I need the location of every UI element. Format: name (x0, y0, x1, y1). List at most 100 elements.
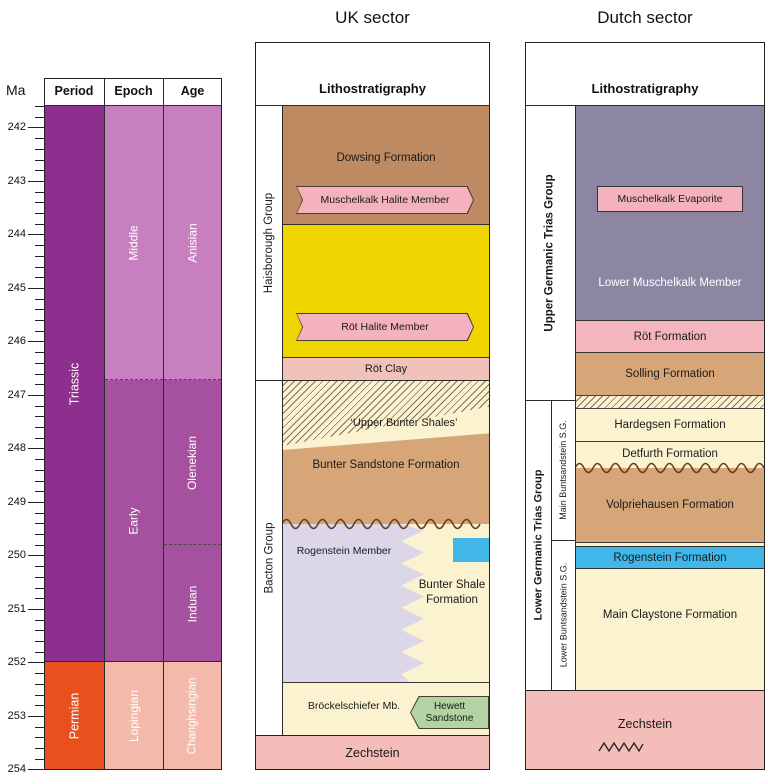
axis-tick-label: 242 (7, 121, 26, 133)
axis-major-tick (28, 180, 44, 182)
uk-litho-header: Lithostratigraphy (319, 81, 426, 96)
rot-halite-member-label: Röt Halite Member (297, 314, 473, 340)
hewett-sandstone-label: Hewett Sandstone (411, 697, 488, 728)
axis-minor-tick (35, 405, 44, 407)
main-claystone-formation-label: Main Claystone Formation (602, 609, 738, 621)
axis-minor-tick (35, 202, 44, 204)
axis-minor-tick (35, 758, 44, 760)
age-olenekian: Olenekian (164, 380, 221, 545)
axis-minor-tick (35, 641, 44, 643)
axis-minor-tick (35, 106, 44, 108)
triassic-permian-boundary-line (44, 661, 222, 662)
axis-minor-tick (35, 523, 44, 525)
blue-sandstone-lens (453, 538, 489, 562)
rogenstein-member-label: Rogenstein Member (296, 545, 392, 557)
axis-minor-tick (35, 416, 44, 418)
boundary-line (525, 105, 765, 106)
axis-minor-tick (35, 694, 44, 696)
dashed-boundary-line (164, 379, 221, 380)
group-boundary-line (525, 400, 575, 401)
axis-minor-tick (35, 362, 44, 364)
axis-minor-tick (35, 277, 44, 279)
lower-muschelkalk-member-label: Lower Muschelkalk Member (598, 277, 742, 289)
axis-minor-tick (35, 170, 44, 172)
axis-minor-tick (35, 427, 44, 429)
axis-minor-tick (35, 630, 44, 632)
axis-major-tick (28, 769, 44, 770)
hewett-sandstone-banner: Hewett Sandstone (410, 696, 489, 729)
age-anisian: Anisian (164, 105, 221, 380)
axis-minor-tick (35, 437, 44, 439)
axis-minor-tick (35, 213, 44, 215)
axis-tick-label: 254 (7, 763, 26, 775)
axis-tick-label: 250 (7, 549, 26, 561)
axis-major-tick (28, 234, 44, 235)
axis-minor-tick (35, 352, 44, 354)
axis-minor-tick (35, 737, 44, 739)
axis-major-tick (28, 608, 44, 610)
epoch-middle: Middle (105, 105, 163, 380)
dutch-litho-header: Lithostratigraphy (591, 81, 699, 96)
dutch-column-border (525, 42, 765, 770)
boundary-line (44, 105, 222, 106)
brockelschiefer-label: Bröckelschiefer Mb. (307, 700, 401, 712)
boundary-line (282, 224, 490, 225)
axis-minor-tick (35, 619, 44, 621)
timescale-table-border (44, 78, 222, 770)
axis-minor-tick (35, 330, 44, 332)
axis-tick-label: 244 (7, 228, 26, 240)
unit-bunter-sandstone-formation (282, 450, 490, 524)
axis-minor-tick (35, 191, 44, 193)
axis-minor-tick (35, 651, 44, 653)
boundary-line (282, 105, 283, 735)
muschelkalk-halite-member-label: Muschelkalk Halite Member (297, 187, 473, 213)
dowsing-formation-label: Dowsing Formation (336, 152, 436, 164)
axis-minor-tick (35, 298, 44, 300)
axis-minor-tick (35, 148, 44, 150)
zigzag-symbol (598, 741, 644, 753)
axis-tick-label: 253 (7, 709, 26, 722)
axis-tick-label: 243 (7, 174, 26, 187)
detfurth-formation-label: Detfurth Formation (622, 448, 718, 460)
axis-minor-tick (35, 480, 44, 482)
boundary-line (575, 441, 765, 442)
uk-sector-title: UK sector (335, 8, 410, 27)
boundary-line (575, 105, 576, 690)
age-column-header: Age (180, 84, 205, 98)
unit-rot-formation: Röt Formation (575, 320, 765, 352)
rot-halite-member-banner: Röt Halite Member (296, 313, 474, 341)
axis-minor-tick (35, 544, 44, 546)
subgroup-boundary-line (551, 540, 575, 541)
axis-minor-tick (35, 469, 44, 471)
unit-solling-formation: Solling Formation (575, 352, 765, 395)
dutch-sector-title: Dutch sector (597, 8, 693, 27)
epoch-lopingian: Lopingian (105, 662, 163, 769)
axis-minor-tick (35, 138, 44, 140)
epoch-column-header: Epoch (114, 84, 153, 98)
boundary-line (575, 542, 765, 543)
boundary-line (255, 105, 490, 106)
axis-minor-tick (35, 373, 44, 375)
axis-minor-tick (35, 459, 44, 461)
axis-minor-tick (35, 566, 44, 568)
epoch-early: Early (105, 380, 163, 662)
ma-axis-unit-label: Ma (6, 82, 26, 98)
axis-minor-tick (35, 726, 44, 728)
axis-minor-tick (35, 576, 44, 578)
unit-rogenstein-member (282, 524, 424, 682)
axis-tick-label: 249 (7, 495, 26, 508)
axis-minor-tick (35, 320, 44, 322)
unit-halite-yellow (282, 224, 490, 380)
axis-minor-tick (35, 598, 44, 600)
dashed-boundary-line (164, 544, 221, 545)
axis-tick-label: 251 (7, 602, 26, 615)
hardegsen-formation-label: Hardegsen Formation (614, 419, 726, 431)
axis-minor-tick (35, 159, 44, 161)
unit-volpriehausen-formation: Volpriehausen Formation (575, 468, 765, 542)
axis-major-tick (28, 394, 44, 396)
axis-minor-tick (35, 534, 44, 536)
group-boundary-line (255, 380, 490, 381)
age-induan: Induan (164, 545, 221, 662)
uk-unit-zechstein: Zechstein (256, 735, 489, 769)
